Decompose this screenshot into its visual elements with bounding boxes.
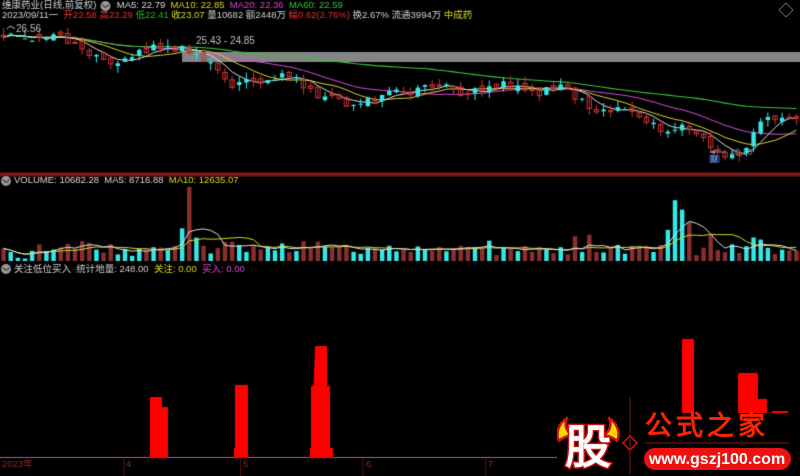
svg-text:公式之家: 公式之家 — [645, 410, 769, 441]
svg-text:www.gszj100.com: www.gszj100.com — [648, 451, 785, 468]
svg-text:股: 股 — [565, 421, 611, 473]
